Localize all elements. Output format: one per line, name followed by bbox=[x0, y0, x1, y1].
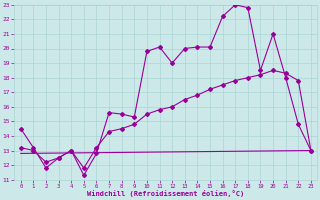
X-axis label: Windchill (Refroidissement éolien,°C): Windchill (Refroidissement éolien,°C) bbox=[87, 190, 244, 197]
